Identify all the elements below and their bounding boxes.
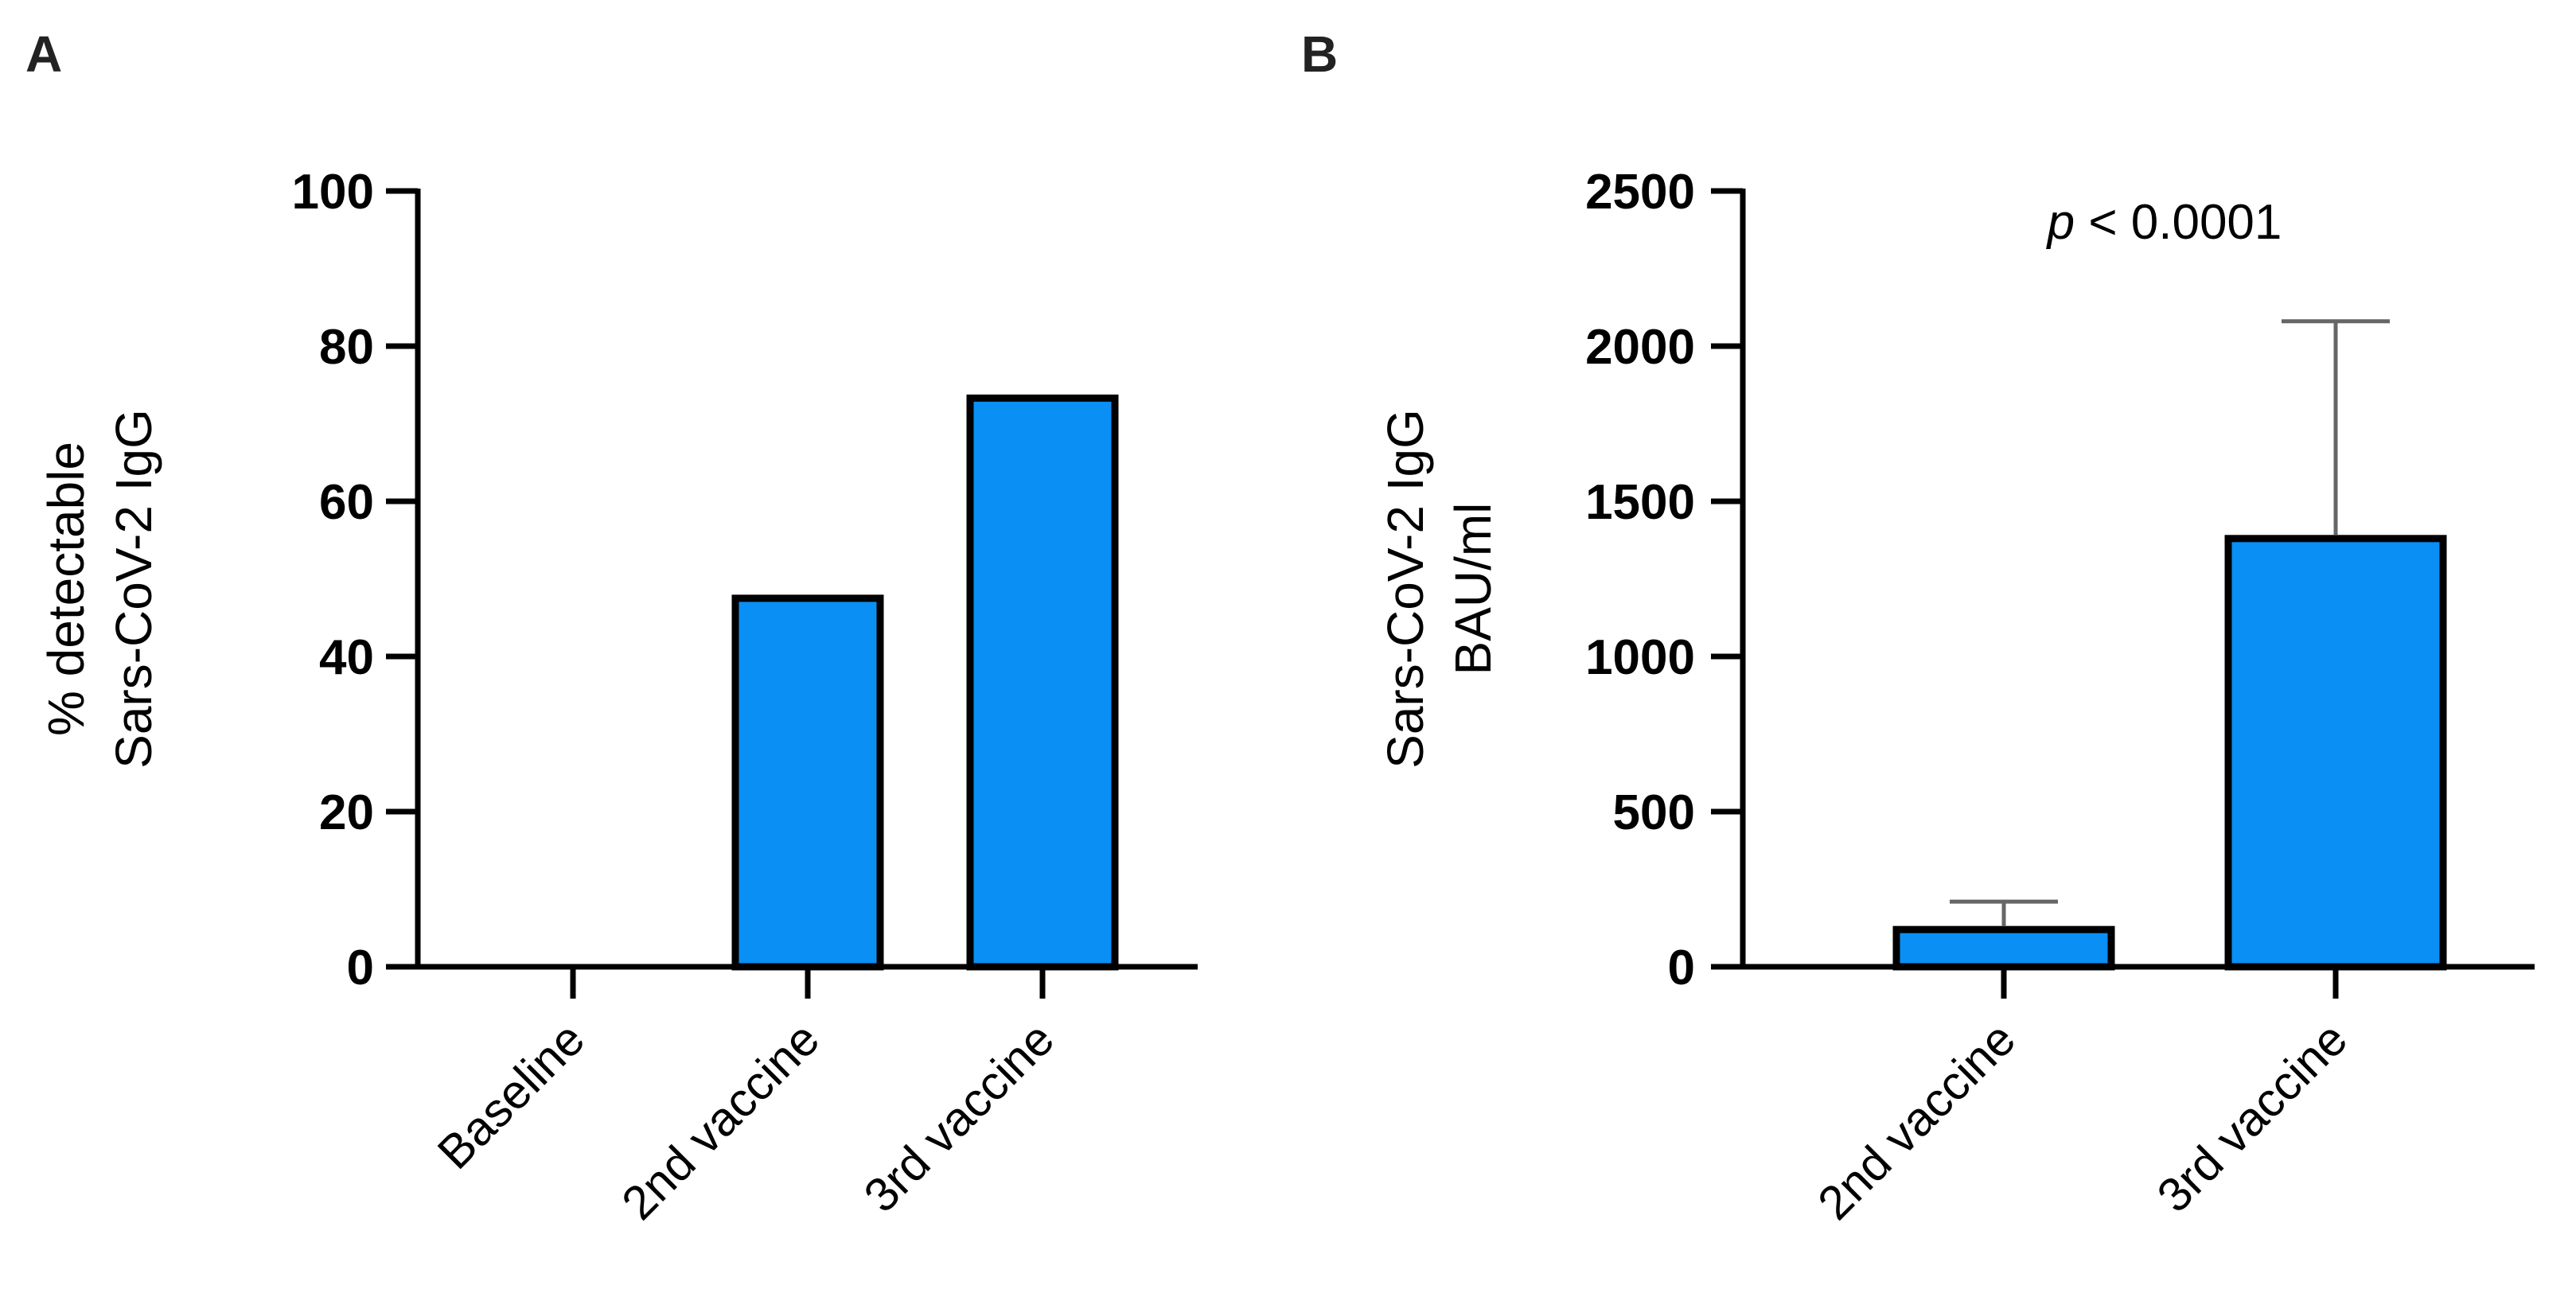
p-value-italic-p: p <box>2046 195 2075 250</box>
panel-a-y-tick-label: 60 <box>319 475 374 530</box>
panel-a-y-axis-title-line1: % detectable <box>37 442 95 736</box>
panel-a-y-tick-label: 0 <box>347 941 374 995</box>
panel-b-letter: B <box>1301 25 1338 83</box>
panel-b-bar <box>1892 925 2115 971</box>
panel-b-y-tick-label: 2000 <box>1585 320 1695 375</box>
panel-b-y-tick-label: 0 <box>1668 941 1695 995</box>
panel-b-y-axis-title-line1: Sars-CoV-2 IgG <box>1377 409 1434 769</box>
p-value-text: < 0.0001 <box>2075 195 2282 250</box>
panel-a-y-tick-label: 40 <box>319 630 374 685</box>
panel-a-y-tick-label: 80 <box>319 320 374 375</box>
panel-b-y-tick-label: 1500 <box>1585 475 1695 530</box>
p-value-annotation: p < 0.0001 <box>2046 195 2282 250</box>
panel-b-y-tick-label: 2500 <box>1585 165 1695 220</box>
panel-b-y-tick-label: 1000 <box>1585 630 1695 685</box>
panel-b-bar <box>2224 535 2447 971</box>
panel-a-y-tick-label: 100 <box>292 165 374 220</box>
panel-a-y-tick-label: 20 <box>319 785 374 840</box>
panel-b-y-tick-label: 500 <box>1613 785 1695 840</box>
panel-a-y-axis-title-line2: Sars-CoV-2 IgG <box>105 409 162 769</box>
panel-a-bar <box>731 594 884 971</box>
panel-b-y-axis-title-line2: BAU/ml <box>1444 503 1502 676</box>
panel-a-letter: A <box>25 25 62 83</box>
panel-a-bar <box>966 394 1119 971</box>
